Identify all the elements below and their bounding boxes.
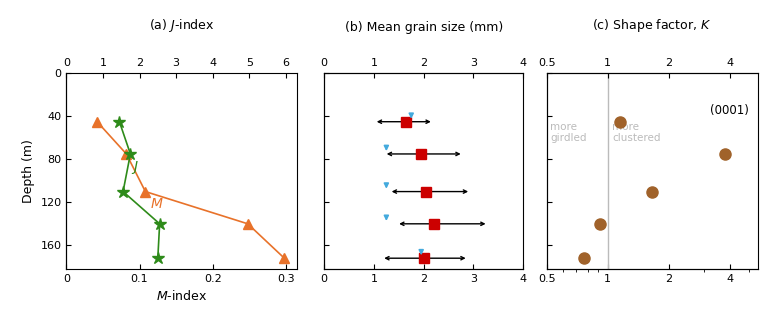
Text: more
girdled: more girdled	[550, 122, 587, 143]
Text: more
clustered: more clustered	[612, 122, 661, 143]
Text: $\it{J}$: $\it{J}$	[131, 159, 140, 176]
Text: (0001): (0001)	[710, 104, 749, 117]
Text: (a) $\it{J}$-index: (a) $\it{J}$-index	[149, 17, 214, 34]
Text: (b) Mean grain size (mm): (b) Mean grain size (mm)	[344, 21, 503, 34]
Text: $\it{M}$: $\it{M}$	[151, 198, 164, 212]
Y-axis label: Depth (m): Depth (m)	[22, 139, 35, 203]
X-axis label: $\it{M}$-index: $\it{M}$-index	[156, 289, 207, 304]
Text: (c) Shape factor, $\it{K}$: (c) Shape factor, $\it{K}$	[593, 17, 711, 34]
